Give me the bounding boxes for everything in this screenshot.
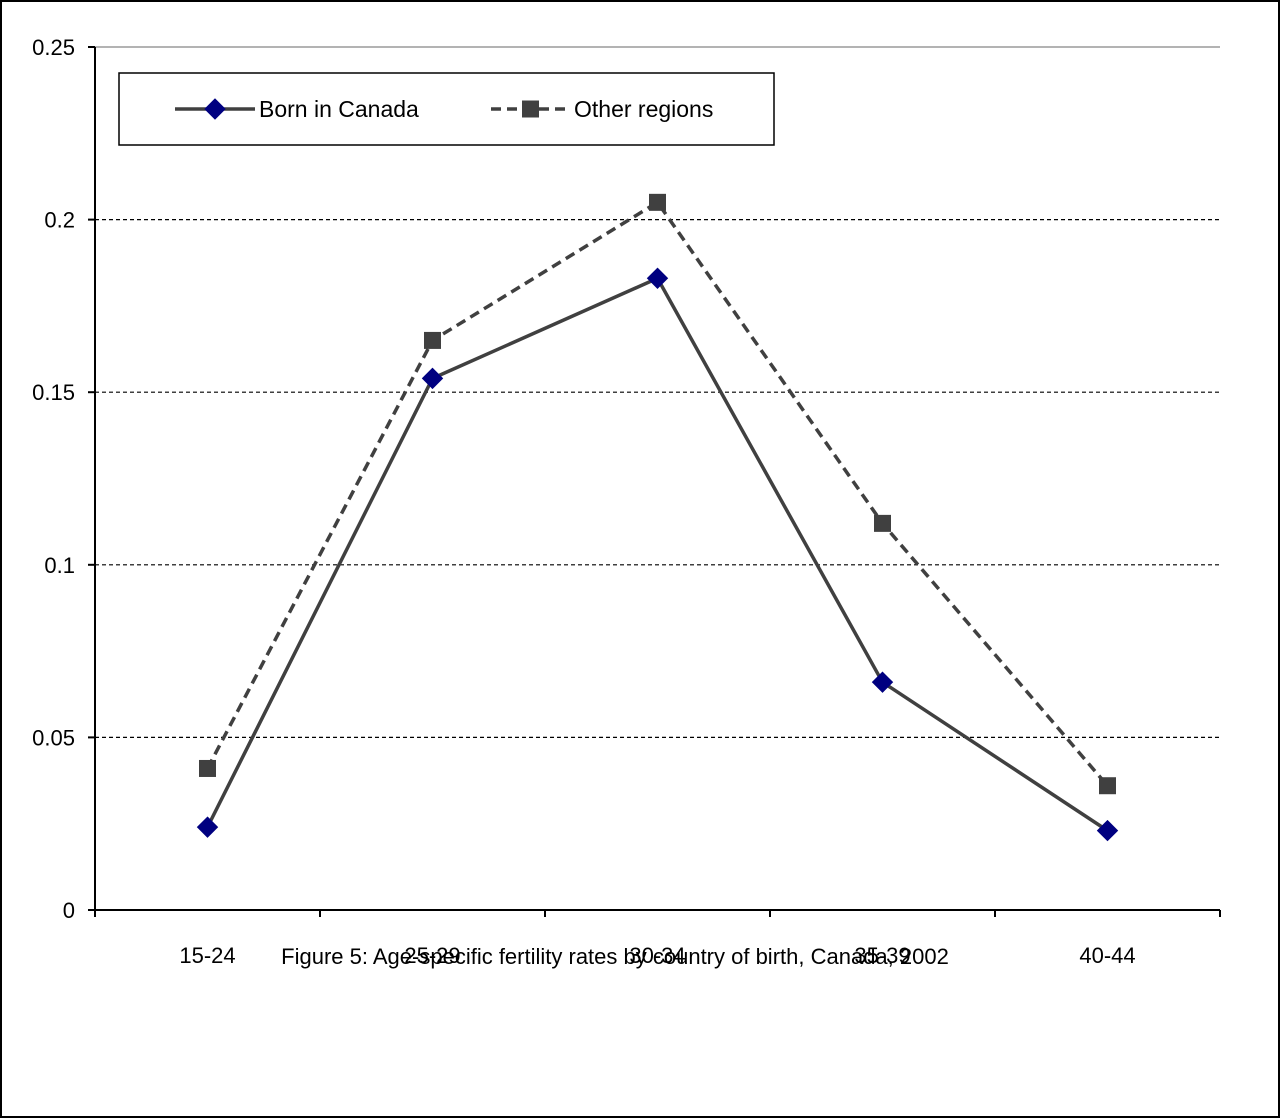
series-line (205, 276, 1109, 833)
y-axis-ticks: 0 0.05 0.1 0.15 0.2 0.25 (32, 35, 95, 923)
figure-caption: Figure 5: Age-specific fertility rates b… (281, 944, 949, 969)
data-point (1099, 777, 1116, 795)
y-tick-label: 0.1 (44, 553, 75, 578)
y-tick-label: 0.15 (32, 380, 75, 405)
data-point (1096, 819, 1119, 842)
x-tick-label: 40-44 (1079, 943, 1135, 968)
data-point (871, 671, 894, 693)
series-line (205, 199, 1109, 787)
x-tick-label: 15-24 (179, 943, 235, 968)
legend-item: Other regions (491, 96, 713, 122)
x-tick-label: 35-39 (854, 943, 910, 968)
legend-label: Born in Canada (259, 96, 419, 122)
series-other-regions (199, 193, 1116, 795)
y-tick-label: 0.2 (44, 208, 75, 233)
x-axis-ticks: 15-24 25-29 30-34 35-39 40-44 (94, 910, 1221, 968)
x-tick-label: 30-34 (629, 943, 685, 968)
y-tick-label: 0.25 (32, 35, 75, 60)
data-point (421, 367, 444, 390)
series-layer (196, 193, 1119, 842)
series-born-in-canada (196, 267, 1119, 842)
data-point (424, 331, 441, 349)
data-point (874, 514, 891, 532)
data-point (199, 759, 216, 777)
legend-label: Other regions (574, 96, 713, 122)
legend-item: Born in Canada (175, 96, 419, 122)
legend: Born in Canada Other regions (118, 72, 775, 146)
y-tick-label: 0.05 (32, 725, 75, 750)
axes (94, 47, 1220, 911)
data-point (646, 267, 669, 289)
data-point (196, 816, 219, 838)
data-point (649, 193, 666, 211)
y-tick-label: 0 (63, 898, 75, 923)
x-tick-label: 25-29 (404, 943, 460, 968)
legend-marker (522, 100, 539, 118)
gridlines (95, 46, 1220, 739)
legend-marker (204, 98, 226, 120)
